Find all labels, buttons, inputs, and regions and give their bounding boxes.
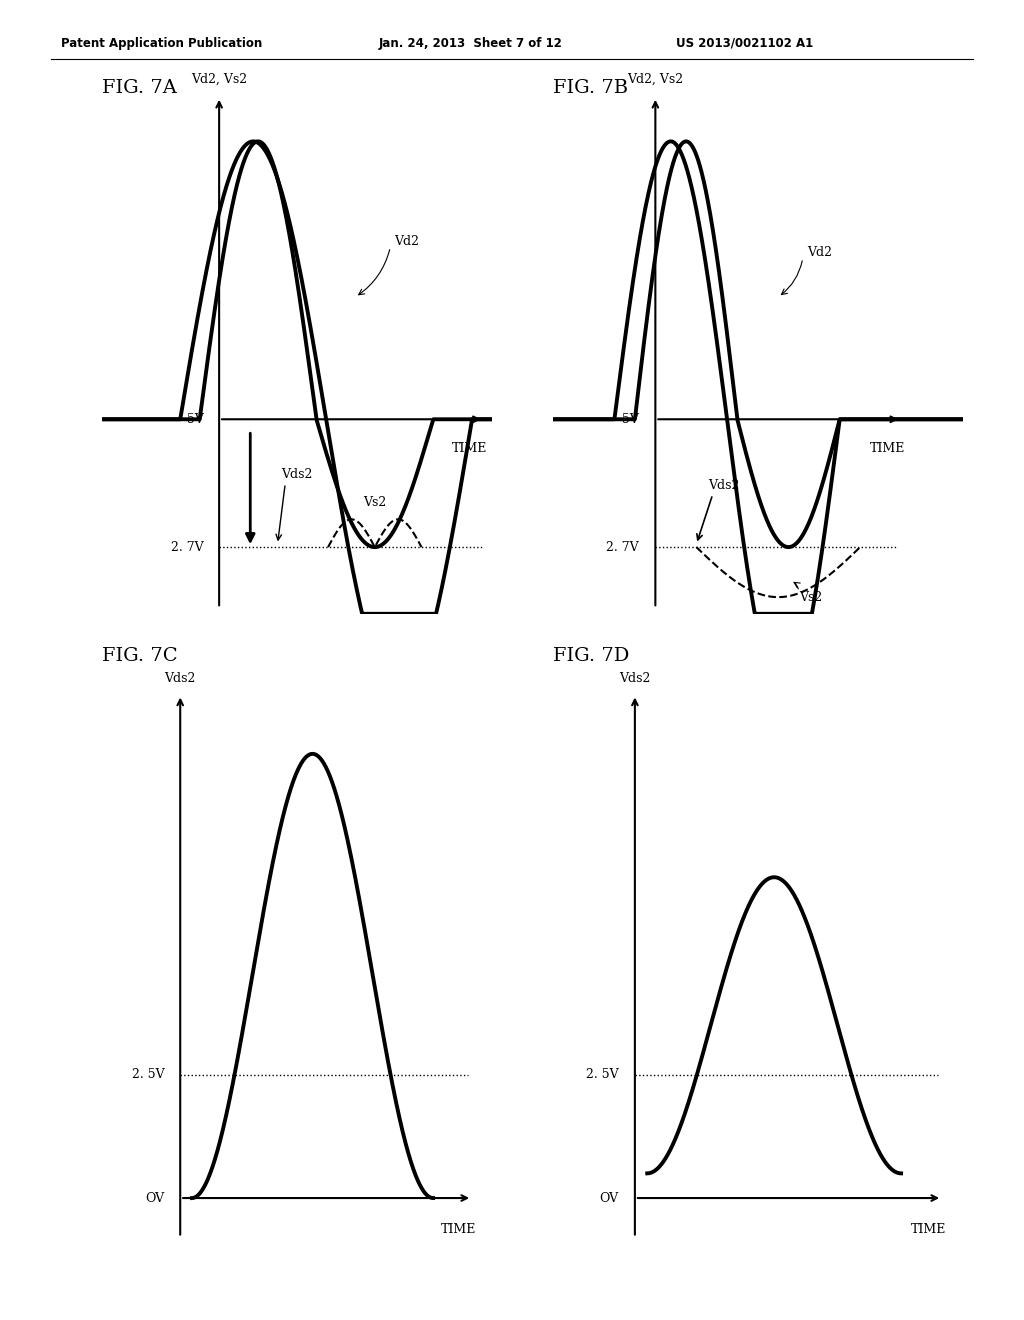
Text: TIME: TIME: [440, 1222, 476, 1236]
Text: 2. 7V: 2. 7V: [606, 541, 639, 553]
Text: TIME: TIME: [453, 441, 487, 454]
Text: US 2013/0021102 A1: US 2013/0021102 A1: [676, 37, 813, 50]
Text: Vd2, Vs2: Vd2, Vs2: [628, 73, 683, 86]
Text: FIG. 7C: FIG. 7C: [102, 647, 178, 665]
Text: 2. 5V: 2. 5V: [586, 1068, 618, 1081]
Text: 2. 7V: 2. 7V: [171, 541, 204, 553]
Text: Vds2: Vds2: [620, 672, 650, 685]
Text: FIG. 7A: FIG. 7A: [102, 79, 177, 98]
Text: Vs2: Vs2: [799, 590, 822, 603]
Text: Vd2: Vd2: [394, 235, 419, 248]
Text: Vds2: Vds2: [282, 469, 312, 482]
Text: Vds2: Vds2: [709, 479, 740, 492]
Text: Patent Application Publication: Patent Application Publication: [61, 37, 263, 50]
Text: Vs2: Vs2: [364, 496, 386, 510]
Text: Jan. 24, 2013  Sheet 7 of 12: Jan. 24, 2013 Sheet 7 of 12: [379, 37, 563, 50]
Text: Vd2, Vs2: Vd2, Vs2: [191, 73, 247, 86]
Text: Vds2: Vds2: [165, 672, 196, 685]
Text: OV: OV: [599, 1192, 618, 1205]
Text: FIG. 7D: FIG. 7D: [553, 647, 630, 665]
Text: TIME: TIME: [910, 1222, 946, 1236]
Text: 5V: 5V: [623, 413, 639, 426]
Text: FIG. 7B: FIG. 7B: [553, 79, 628, 98]
Text: 5V: 5V: [186, 413, 204, 426]
Text: OV: OV: [145, 1192, 165, 1205]
Text: 2. 5V: 2. 5V: [132, 1068, 165, 1081]
Text: Vd2: Vd2: [807, 246, 831, 259]
Text: TIME: TIME: [869, 441, 905, 454]
